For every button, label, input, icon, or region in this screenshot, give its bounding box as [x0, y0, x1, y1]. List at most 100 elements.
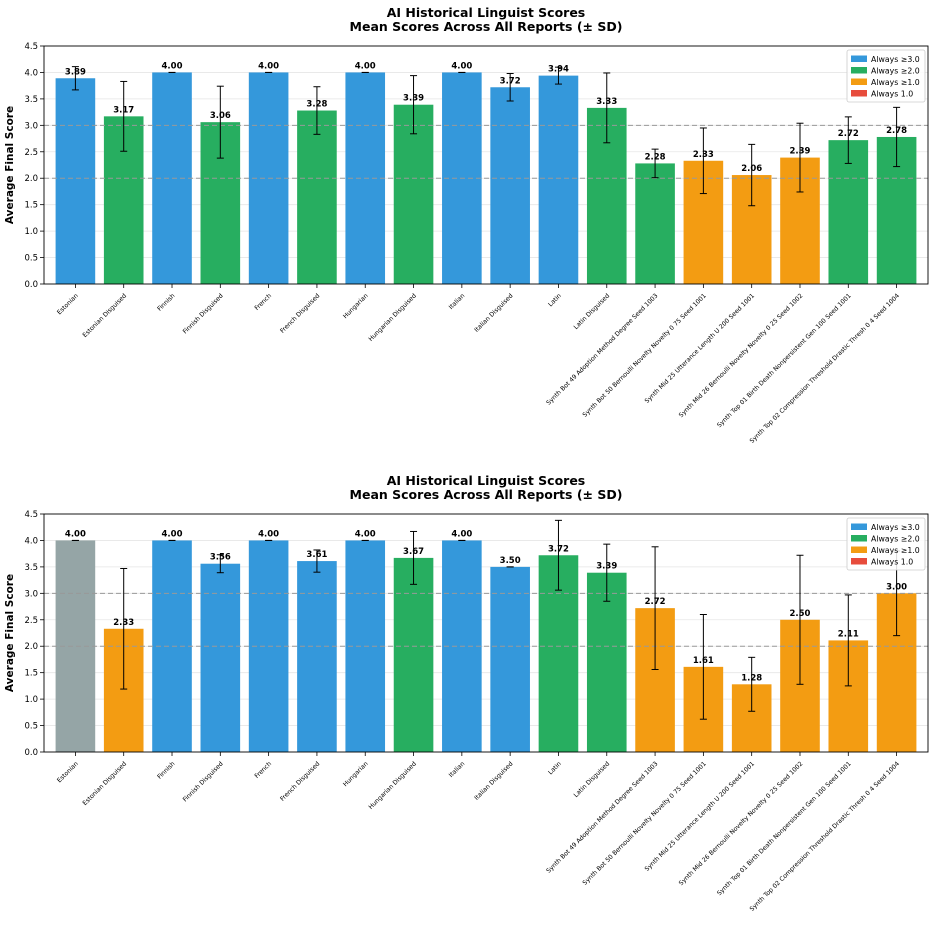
chart-title: AI Historical Linguist Scores	[387, 5, 586, 20]
x-tick-label: Latin	[547, 292, 563, 308]
x-tick-label: French Disguised	[279, 760, 321, 802]
y-tick-label: 0.0	[24, 280, 38, 290]
plot-frame	[43, 45, 929, 285]
bar-value-label: 2.39	[789, 147, 810, 157]
bar-value-label: 1.28	[741, 673, 762, 683]
bar	[828, 140, 869, 284]
legend: Always ≥3.0 Always ≥2.0 Always ≥1.0 Always …	[846, 49, 926, 103]
legend-label: Always ≥1.0	[871, 78, 920, 87]
x-tick-label: Latin	[547, 760, 563, 776]
y-tick-label: 2.0	[24, 642, 38, 652]
y-tick-label: 2.5	[24, 148, 38, 158]
y-tick-label: 3.0	[24, 121, 38, 131]
legend: Always ≥3.0 Always ≥2.0 Always ≥1.0 Always …	[846, 517, 926, 571]
y-tick-label: 0.5	[24, 722, 38, 732]
x-tick-label: French	[254, 760, 274, 780]
y-tick-label: 3.5	[24, 563, 38, 573]
legend-label: Always ≥2.0	[871, 535, 920, 544]
bar	[490, 566, 530, 752]
x-tick-label: Italian	[448, 292, 467, 311]
chart-subtitle: Mean Scores Across All Reports (± SD)	[350, 19, 623, 34]
legend-swatch	[851, 55, 867, 62]
y-tick-label: 4.0	[24, 68, 38, 78]
bar-value-label: 3.67	[403, 547, 424, 557]
legend-label: Always 1.0	[871, 90, 913, 99]
x-tick-label: Hungarian	[342, 292, 370, 320]
chart-subtitle: Mean Scores Across All Reports (± SD)	[350, 487, 623, 502]
bar-value-label: 3.39	[596, 562, 617, 572]
x-tick-label: Synth Mid 25 Utterance Length U 200 Seed…	[644, 292, 756, 404]
bar-value-label: 4.00	[355, 61, 376, 71]
bar-value-label: 3.72	[500, 76, 521, 86]
bar-value-label: 2.72	[645, 597, 666, 607]
bar	[297, 110, 337, 284]
bar-value-label: 3.61	[306, 550, 327, 560]
x-tick-label: Italian	[448, 760, 467, 779]
x-tick-label: Finnish	[156, 760, 176, 780]
legend-label: Always 1.0	[871, 558, 913, 567]
y-tick-label: 3.0	[24, 589, 38, 599]
bar-value-label: 4.00	[162, 61, 183, 71]
x-tick-label: Italian Disguised	[473, 760, 514, 801]
bar-value-label: 2.11	[838, 629, 859, 639]
bar-value-label: 3.28	[306, 100, 327, 110]
bar-value-label: 3.50	[500, 556, 521, 566]
bar-value-label: 3.94	[548, 65, 569, 75]
x-tick-label: Latin Disguised	[573, 292, 612, 331]
bar-value-label: 3.00	[886, 582, 907, 592]
bar-value-label: 3.33	[596, 97, 617, 107]
legend-box	[846, 517, 926, 571]
legend-box	[846, 49, 926, 103]
x-tick-label: Estonian	[56, 760, 80, 784]
y-tick-label: 2.0	[24, 174, 38, 184]
bar-value-label: 2.78	[886, 126, 907, 136]
y-tick-label: 4.0	[24, 536, 38, 546]
x-tick-label: Estonian	[56, 292, 80, 316]
bar	[490, 87, 530, 285]
bar-value-label: 3.89	[65, 67, 86, 77]
y-tick-label: 0.0	[24, 748, 38, 758]
bar	[297, 561, 337, 752]
legend-swatch	[851, 558, 867, 565]
x-tick-label: Synth Bot 49 Adoption Method Degree Seed…	[545, 292, 659, 406]
y-tick-label: 2.5	[24, 616, 38, 626]
bar-value-label: 4.00	[258, 61, 279, 71]
bar-value-label: 2.33	[113, 618, 134, 628]
bar-value-label: 4.00	[258, 529, 279, 539]
bar	[393, 557, 434, 752]
legend-label: Always ≥3.0	[871, 523, 920, 532]
bar-value-label: 3.39	[403, 94, 424, 104]
bar-value-label: 3.06	[210, 111, 231, 121]
y-axis-label: Average Final Score	[4, 106, 16, 224]
y-axis-label: Average Final Score	[4, 574, 16, 692]
bar	[55, 78, 96, 284]
bar	[635, 163, 675, 284]
legend-swatch	[851, 546, 867, 553]
bar	[586, 572, 627, 752]
bar-value-label: 1.61	[693, 656, 714, 666]
bar-value-label: 3.72	[548, 544, 569, 554]
bar-value-label: 3.17	[113, 105, 134, 115]
legend-label: Always ≥1.0	[871, 546, 920, 555]
legend-swatch	[851, 90, 867, 97]
bar	[393, 104, 434, 284]
bar-value-label: 4.00	[451, 61, 472, 71]
legend-swatch	[851, 523, 867, 530]
x-tick-label: French	[254, 292, 274, 312]
bar-value-label: 4.00	[355, 529, 376, 539]
y-tick-label: 3.5	[24, 95, 38, 105]
bar-value-label: 4.00	[451, 529, 472, 539]
plot-frame	[43, 513, 929, 753]
x-tick-label: Synth Mid 25 Utterance Length U 200 Seed…	[644, 760, 756, 872]
x-tick-label: Hungarian Disguised	[367, 292, 418, 343]
x-tick-label: French Disguised	[279, 292, 321, 334]
x-tick-label: Estonian Disguised	[82, 292, 129, 339]
bar	[538, 75, 579, 285]
bar-value-label: 4.00	[162, 529, 183, 539]
bar-value-label: 4.00	[65, 529, 86, 539]
legend-swatch	[851, 535, 867, 542]
x-tick-label: Hungarian	[342, 760, 370, 788]
